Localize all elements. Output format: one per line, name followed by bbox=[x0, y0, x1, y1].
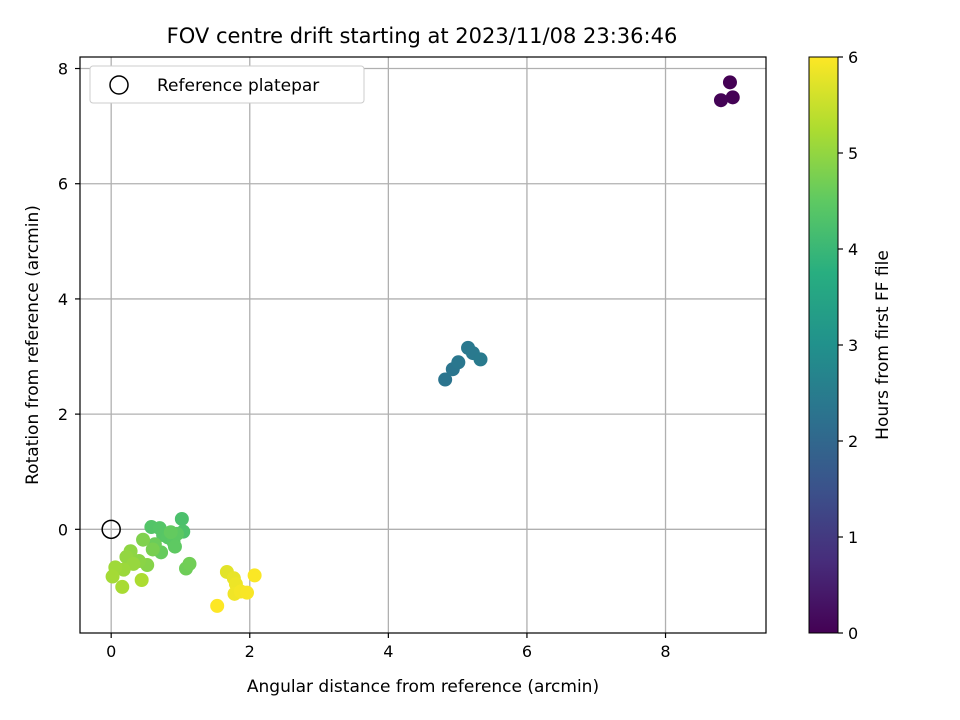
x-tick-label: 4 bbox=[383, 642, 393, 661]
y-axis-label: Rotation from reference (arcmin) bbox=[23, 205, 43, 485]
data-point bbox=[438, 372, 453, 387]
data-point bbox=[473, 352, 488, 367]
legend-reference-marker bbox=[109, 75, 129, 95]
data-point bbox=[713, 93, 728, 108]
data-point bbox=[174, 511, 189, 526]
data-point bbox=[145, 542, 160, 557]
data-point bbox=[115, 579, 130, 594]
y-tick-label: 6 bbox=[58, 175, 68, 194]
colorbar-tick-label: 4 bbox=[848, 240, 858, 259]
legend: Reference platepar bbox=[89, 65, 365, 104]
x-tick-label: 0 bbox=[106, 642, 116, 661]
plot-frame bbox=[79, 56, 767, 634]
colorbar-label: Hours from first FF file bbox=[873, 250, 893, 440]
y-tick-label: 2 bbox=[58, 405, 68, 424]
data-point bbox=[725, 90, 740, 105]
x-axis-label: Angular distance from reference (arcmin) bbox=[247, 677, 599, 697]
x-tick-label: 6 bbox=[522, 642, 532, 661]
colorbar-tick-label: 5 bbox=[848, 144, 858, 163]
data-point bbox=[239, 585, 254, 600]
x-axis-ticks: 0 2 4 6 8 bbox=[106, 633, 671, 661]
legend-entry-reference: Reference platepar bbox=[157, 76, 319, 96]
data-point bbox=[163, 525, 178, 540]
legend-box bbox=[89, 65, 365, 104]
data-point bbox=[105, 569, 120, 584]
grid-lines bbox=[80, 57, 766, 633]
data-point bbox=[134, 573, 149, 588]
y-axis-ticks: 0 2 4 6 8 bbox=[58, 60, 80, 539]
data-point bbox=[167, 539, 182, 554]
data-point bbox=[182, 556, 197, 571]
data-point bbox=[210, 598, 225, 613]
reference-marker bbox=[101, 519, 121, 540]
y-tick-label: 4 bbox=[58, 290, 68, 309]
x-tick-label: 2 bbox=[245, 642, 255, 661]
y-tick-label: 0 bbox=[58, 520, 68, 539]
colorbar-tick-label: 1 bbox=[848, 528, 858, 547]
colorbar-tick-label: 3 bbox=[848, 336, 858, 355]
colorbar-ticks: 0 1 2 3 4 5 6 bbox=[838, 48, 858, 643]
data-point bbox=[247, 568, 262, 583]
colorbar-gradient bbox=[808, 56, 839, 634]
y-tick-label: 8 bbox=[58, 60, 68, 79]
chart-title: FOV centre drift starting at 2023/11/08 … bbox=[167, 24, 678, 48]
colorbar-tick-label: 2 bbox=[848, 432, 858, 451]
plot-area: 0 2 4 6 8 0 2 4 6 8 bbox=[58, 56, 767, 661]
colorbar-tick-label: 6 bbox=[848, 48, 858, 67]
colorbar: 0 1 2 3 4 5 6 Hours from first FF file bbox=[808, 48, 893, 643]
data-points bbox=[105, 75, 740, 613]
colorbar-tick-label: 0 bbox=[848, 624, 858, 643]
data-point bbox=[451, 355, 466, 370]
data-point bbox=[722, 75, 737, 90]
data-point bbox=[136, 532, 151, 547]
x-tick-label: 8 bbox=[660, 642, 670, 661]
